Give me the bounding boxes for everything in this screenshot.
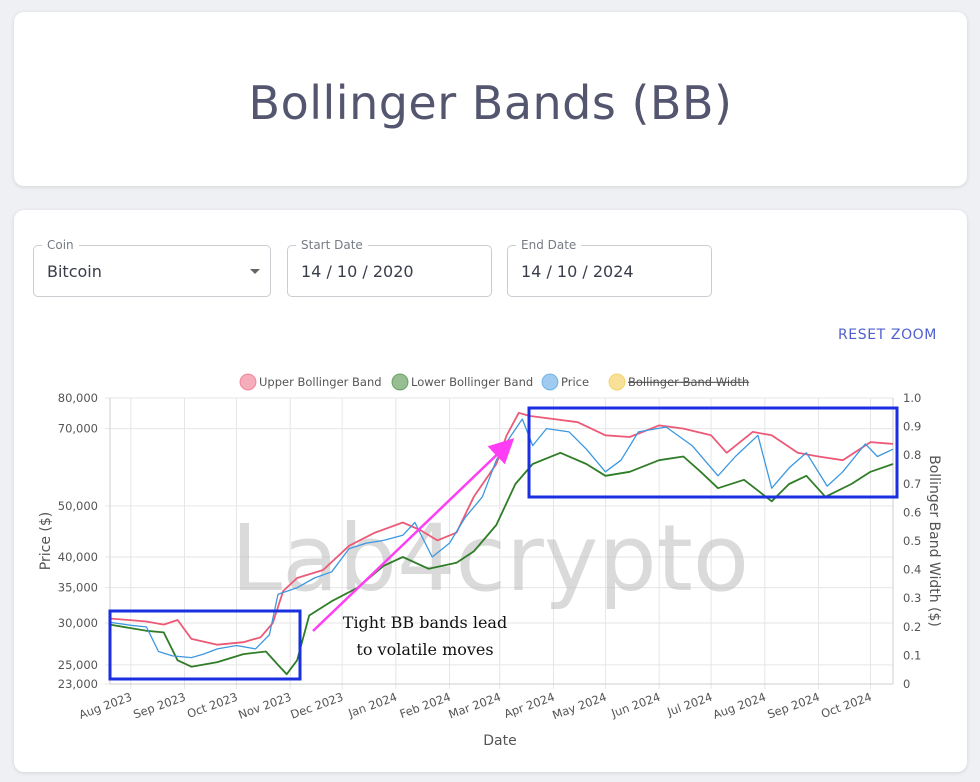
start-date-field[interactable]: Start Date 14 / 10 / 2020 <box>287 238 492 297</box>
y2-tick-label: 0.1 <box>903 648 921 662</box>
legend-swatch[interactable] <box>239 373 257 391</box>
x-tick-label: Jul 2024 <box>664 690 714 720</box>
x-tick-label: Jan 2024 <box>346 690 399 721</box>
end-date-value: 14 / 10 / 2024 <box>521 262 634 281</box>
y-tick-label: 30,000 <box>58 616 98 630</box>
y2-tick-label: 0.9 <box>903 420 921 434</box>
start-date-label: Start Date <box>296 238 368 252</box>
legend-swatch[interactable] <box>608 373 626 391</box>
y2-tick-label: 0.3 <box>903 591 921 605</box>
annotation-arrow <box>312 438 515 632</box>
y-tick-label: 23,000 <box>58 677 98 691</box>
watermark: Lab4crypto <box>231 505 749 612</box>
coin-select-value: Bitcoin <box>47 262 102 281</box>
y-tick-label: 40,000 <box>58 550 98 564</box>
legend-label[interactable]: Upper Bollinger Band <box>259 375 382 389</box>
legend-swatch[interactable] <box>541 373 559 391</box>
y-axis-title: Price ($) <box>38 512 54 570</box>
y2-tick-label: 0.8 <box>903 448 921 462</box>
x-tick-label: Sep 2023 <box>131 690 187 722</box>
legend-label[interactable]: Price <box>561 375 589 389</box>
page-title: Bollinger Bands (BB) <box>248 76 733 130</box>
legend-swatch[interactable] <box>391 373 409 391</box>
y-tick-label: 25,000 <box>58 658 98 672</box>
y-tick-label: 80,000 <box>58 391 98 405</box>
y2-tick-label: 1.0 <box>903 391 921 405</box>
x-tick-label: Nov 2023 <box>236 690 293 722</box>
y2-tick-label: 0 <box>903 677 910 691</box>
x-tick-label: Oct 2024 <box>819 690 873 721</box>
y-axis-ticks: 23,000 25,000 30,000 35,000 40,000 50,000 70,0… <box>58 391 98 691</box>
x-tick-label: Oct 2023 <box>185 690 239 721</box>
legend-label[interactable]: Bollinger Band Width <box>628 375 749 389</box>
y-tick-label: 70,000 <box>58 422 98 436</box>
y2-tick-label: 0.5 <box>903 534 921 548</box>
x-tick-label: Jun 2024 <box>609 690 663 721</box>
tight-bands-box <box>108 609 302 681</box>
x-tick-label: Mar 2024 <box>447 690 503 722</box>
reset-zoom-button[interactable]: RESET ZOOM <box>837 327 937 343</box>
y2-axis-title: Bollinger Band Width ($) <box>926 455 942 627</box>
x-tick-label: Sep 2024 <box>765 690 821 722</box>
series-line-price <box>109 418 894 659</box>
y-tick-label: 35,000 <box>58 581 98 595</box>
x-tick-label: May 2024 <box>550 690 608 723</box>
y-tick-label: 50,000 <box>58 499 98 513</box>
y2-tick-label: 0.7 <box>903 477 921 491</box>
annotation-line-1: Tight BB bands lead <box>343 613 507 632</box>
coin-select[interactable]: Coin Bitcoin <box>33 238 271 297</box>
annotation-line-2: to volatile moves <box>356 640 493 659</box>
x-tick-label: Feb 2024 <box>398 690 453 721</box>
x-tick-label: Apr 2024 <box>502 690 556 721</box>
end-date-label: End Date <box>516 238 582 252</box>
legend-label[interactable]: Lower Bollinger Band <box>411 375 533 389</box>
chart-legend[interactable]: Upper Bollinger Band Lower Bollinger Band… <box>239 373 749 391</box>
y2-axis-ticks: 0 0.1 0.2 0.3 0.4 0.5 0.6 0.7 0.8 0.9 1.0 <box>903 391 921 691</box>
coin-select-label: Coin <box>42 238 79 252</box>
series-line-upper-bollinger-band <box>109 411 894 646</box>
chart-grid <box>105 397 894 689</box>
x-axis-title: Date <box>483 733 516 749</box>
y2-tick-label: 0.2 <box>903 620 921 634</box>
volatile-move-box <box>527 406 899 499</box>
x-tick-label: Aug 2023 <box>77 690 134 722</box>
end-date-field[interactable]: End Date 14 / 10 / 2024 <box>507 238 712 297</box>
chevron-down-icon[interactable] <box>250 269 260 274</box>
y2-tick-label: 0.4 <box>903 563 921 577</box>
y2-tick-label: 0.6 <box>903 505 921 519</box>
start-date-value: 14 / 10 / 2020 <box>301 262 414 281</box>
x-tick-label: Dec 2023 <box>289 690 346 722</box>
x-tick-label: Aug 2024 <box>711 690 768 722</box>
title-card: Bollinger Bands (BB) <box>14 12 967 186</box>
